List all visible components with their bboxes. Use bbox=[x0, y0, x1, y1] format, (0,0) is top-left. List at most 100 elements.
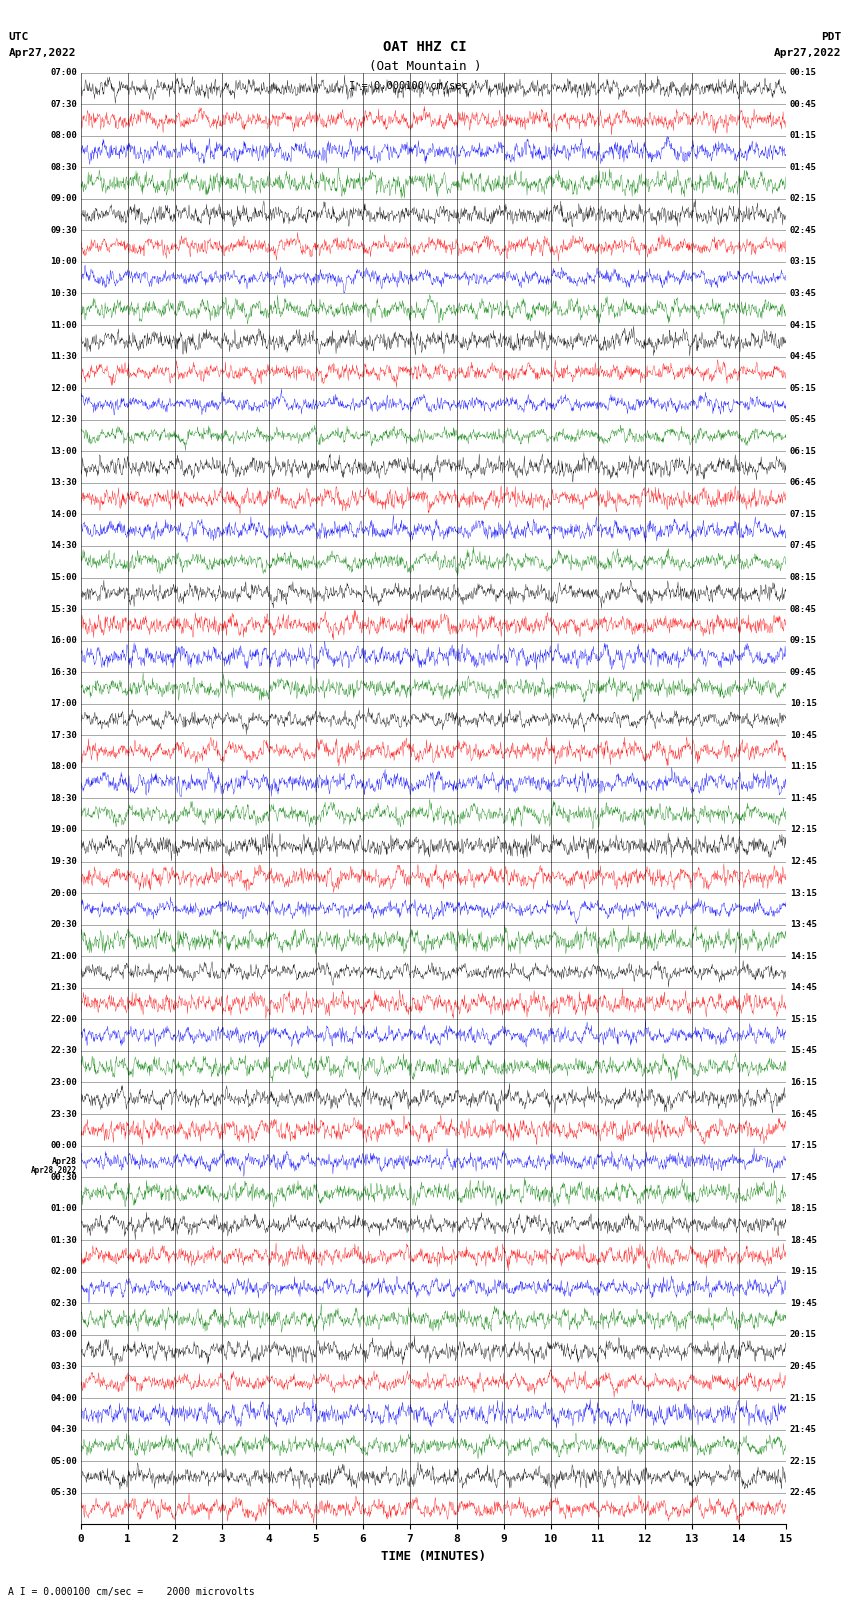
Text: 03:30: 03:30 bbox=[50, 1361, 77, 1371]
Text: Apr28,2022: Apr28,2022 bbox=[31, 1166, 77, 1176]
Text: 02:30: 02:30 bbox=[50, 1298, 77, 1308]
Text: 03:45: 03:45 bbox=[790, 289, 817, 298]
Text: 00:00: 00:00 bbox=[50, 1140, 77, 1150]
Text: 05:15: 05:15 bbox=[790, 384, 817, 392]
Text: 18:00: 18:00 bbox=[50, 763, 77, 771]
Text: 06:45: 06:45 bbox=[790, 479, 817, 487]
Text: 10:45: 10:45 bbox=[790, 731, 817, 740]
Text: 10:00: 10:00 bbox=[50, 258, 77, 266]
Text: 03:15: 03:15 bbox=[790, 258, 817, 266]
Text: 22:15: 22:15 bbox=[790, 1457, 817, 1466]
Text: 15:30: 15:30 bbox=[50, 605, 77, 613]
Text: Apr27,2022: Apr27,2022 bbox=[774, 48, 842, 58]
Text: 16:45: 16:45 bbox=[790, 1110, 817, 1118]
Text: 21:30: 21:30 bbox=[50, 984, 77, 992]
Text: 19:00: 19:00 bbox=[50, 826, 77, 834]
Text: 17:15: 17:15 bbox=[790, 1140, 817, 1150]
Text: Apr28: Apr28 bbox=[52, 1157, 77, 1166]
Text: 10:15: 10:15 bbox=[790, 700, 817, 708]
Text: 11:45: 11:45 bbox=[790, 794, 817, 803]
Text: 12:15: 12:15 bbox=[790, 826, 817, 834]
Text: 09:00: 09:00 bbox=[50, 194, 77, 203]
Text: 08:15: 08:15 bbox=[790, 573, 817, 582]
Text: 07:00: 07:00 bbox=[50, 68, 77, 77]
Text: 18:30: 18:30 bbox=[50, 794, 77, 803]
Text: 01:45: 01:45 bbox=[790, 163, 817, 171]
Text: 15:00: 15:00 bbox=[50, 573, 77, 582]
Text: 15:45: 15:45 bbox=[790, 1047, 817, 1055]
Text: 21:00: 21:00 bbox=[50, 952, 77, 961]
Text: 21:15: 21:15 bbox=[790, 1394, 817, 1403]
Text: UTC: UTC bbox=[8, 32, 29, 42]
Text: 13:15: 13:15 bbox=[790, 889, 817, 897]
Text: 12:00: 12:00 bbox=[50, 384, 77, 392]
Text: 12:45: 12:45 bbox=[790, 857, 817, 866]
Text: 08:00: 08:00 bbox=[50, 131, 77, 140]
Text: 04:15: 04:15 bbox=[790, 321, 817, 329]
Text: 14:30: 14:30 bbox=[50, 542, 77, 550]
Text: PDT: PDT bbox=[821, 32, 842, 42]
Text: 08:30: 08:30 bbox=[50, 163, 77, 171]
Text: 07:30: 07:30 bbox=[50, 100, 77, 108]
Text: 21:45: 21:45 bbox=[790, 1426, 817, 1434]
Text: 11:30: 11:30 bbox=[50, 352, 77, 361]
Text: 14:45: 14:45 bbox=[790, 984, 817, 992]
Text: 05:45: 05:45 bbox=[790, 415, 817, 424]
Text: OAT HHZ CI: OAT HHZ CI bbox=[383, 40, 467, 55]
Text: 14:00: 14:00 bbox=[50, 510, 77, 519]
Text: 22:00: 22:00 bbox=[50, 1015, 77, 1024]
Text: 22:45: 22:45 bbox=[790, 1489, 817, 1497]
Text: 18:45: 18:45 bbox=[790, 1236, 817, 1245]
Text: 17:45: 17:45 bbox=[790, 1173, 817, 1182]
Text: 07:45: 07:45 bbox=[790, 542, 817, 550]
Text: 04:30: 04:30 bbox=[50, 1426, 77, 1434]
Text: 19:30: 19:30 bbox=[50, 857, 77, 866]
Text: 20:30: 20:30 bbox=[50, 919, 77, 929]
Text: 09:15: 09:15 bbox=[790, 636, 817, 645]
Text: (Oat Mountain ): (Oat Mountain ) bbox=[369, 60, 481, 73]
Text: 00:45: 00:45 bbox=[790, 100, 817, 108]
Text: A I = 0.000100 cm/sec =    2000 microvolts: A I = 0.000100 cm/sec = 2000 microvolts bbox=[8, 1587, 255, 1597]
Text: I = 0.000100 cm/sec: I = 0.000100 cm/sec bbox=[348, 81, 468, 90]
Text: 01:15: 01:15 bbox=[790, 131, 817, 140]
Text: 07:15: 07:15 bbox=[790, 510, 817, 519]
Text: 18:15: 18:15 bbox=[790, 1205, 817, 1213]
Text: 04:00: 04:00 bbox=[50, 1394, 77, 1403]
Text: 23:30: 23:30 bbox=[50, 1110, 77, 1118]
Text: 08:45: 08:45 bbox=[790, 605, 817, 613]
X-axis label: TIME (MINUTES): TIME (MINUTES) bbox=[381, 1550, 486, 1563]
Text: 03:00: 03:00 bbox=[50, 1331, 77, 1339]
Text: 05:30: 05:30 bbox=[50, 1489, 77, 1497]
Text: 16:15: 16:15 bbox=[790, 1077, 817, 1087]
Text: 16:00: 16:00 bbox=[50, 636, 77, 645]
Text: 00:30: 00:30 bbox=[50, 1173, 77, 1182]
Text: 19:15: 19:15 bbox=[790, 1268, 817, 1276]
Text: 19:45: 19:45 bbox=[790, 1298, 817, 1308]
Text: 05:00: 05:00 bbox=[50, 1457, 77, 1466]
Text: 17:30: 17:30 bbox=[50, 731, 77, 740]
Text: 13:45: 13:45 bbox=[790, 919, 817, 929]
Text: 14:15: 14:15 bbox=[790, 952, 817, 961]
Text: 01:30: 01:30 bbox=[50, 1236, 77, 1245]
Text: 20:00: 20:00 bbox=[50, 889, 77, 897]
Text: 09:30: 09:30 bbox=[50, 226, 77, 235]
Text: 23:00: 23:00 bbox=[50, 1077, 77, 1087]
Text: 06:15: 06:15 bbox=[790, 447, 817, 456]
Text: 20:15: 20:15 bbox=[790, 1331, 817, 1339]
Text: Apr27,2022: Apr27,2022 bbox=[8, 48, 76, 58]
Text: 09:45: 09:45 bbox=[790, 668, 817, 677]
Text: 16:30: 16:30 bbox=[50, 668, 77, 677]
Text: 01:00: 01:00 bbox=[50, 1205, 77, 1213]
Text: 13:30: 13:30 bbox=[50, 479, 77, 487]
Text: 02:45: 02:45 bbox=[790, 226, 817, 235]
Text: 15:15: 15:15 bbox=[790, 1015, 817, 1024]
Text: 02:15: 02:15 bbox=[790, 194, 817, 203]
Text: 13:00: 13:00 bbox=[50, 447, 77, 456]
Text: 12:30: 12:30 bbox=[50, 415, 77, 424]
Text: 10:30: 10:30 bbox=[50, 289, 77, 298]
Text: 00:15: 00:15 bbox=[790, 68, 817, 77]
Text: 11:00: 11:00 bbox=[50, 321, 77, 329]
Text: 04:45: 04:45 bbox=[790, 352, 817, 361]
Text: 17:00: 17:00 bbox=[50, 700, 77, 708]
Text: 22:30: 22:30 bbox=[50, 1047, 77, 1055]
